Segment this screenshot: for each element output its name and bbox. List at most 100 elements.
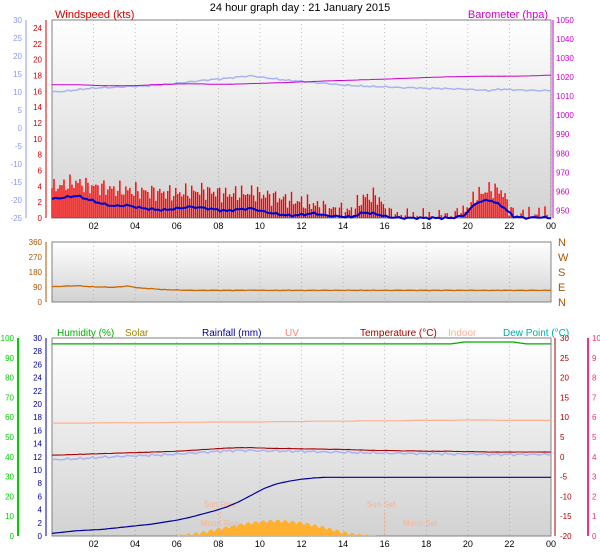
temp-tick-label: 10	[560, 413, 569, 422]
x-tick-label: 04	[130, 221, 140, 231]
outer-left-tick-label: 0	[18, 124, 23, 133]
outer-left-tick-label: 5	[18, 106, 23, 115]
rain-tick-label: 26	[33, 360, 42, 369]
rain-tick-label: 24	[33, 374, 42, 383]
left-tick-label: 16	[33, 87, 42, 96]
uv-tick-label: 8	[592, 374, 597, 383]
left-tick-label: 2	[38, 198, 43, 207]
uv-tick-label: 2	[592, 492, 597, 501]
right-tick-label: 1040	[556, 35, 574, 44]
direction-tick-label: 180	[29, 268, 43, 277]
right-tick-label: 1000	[556, 111, 574, 120]
x-tick-label: 18	[421, 539, 431, 549]
right-tick-label: 990	[556, 130, 570, 139]
right-tick-label: 970	[556, 168, 570, 177]
outer-left-tick-label: -20	[10, 196, 22, 205]
uv-tick-label: 4	[592, 453, 597, 462]
baro-line	[52, 74, 552, 87]
x-tick-label: 12	[296, 539, 306, 549]
left-tick-label: 22	[33, 40, 42, 49]
uv-tick-label: 7	[592, 393, 597, 402]
rain-tick-label: 2	[38, 519, 43, 528]
humidity-tick-label: 80	[5, 374, 14, 383]
outer-left-tick-label: 20	[13, 52, 22, 61]
left-tick-label: 10	[33, 135, 42, 144]
humidity-tick-label: 100	[1, 334, 15, 343]
rain-tick-label: 4	[38, 506, 43, 515]
x-tick-label: 22	[504, 539, 514, 549]
rainfall-label: Rainfall (mm)	[202, 328, 261, 339]
panel-2-background	[51, 241, 552, 303]
outer-left-tick-label: 15	[13, 70, 22, 79]
humidity-tick-label: 40	[5, 453, 14, 462]
direction-tick-label: 270	[29, 253, 43, 262]
uv-tick-label: 10	[592, 334, 600, 343]
temp-tick-label: 15	[560, 393, 569, 402]
page-title: 24 hour graph day : 21 January 2015	[210, 2, 390, 14]
right-tick-label: 1020	[556, 73, 574, 82]
indoor-line	[52, 419, 551, 424]
x-tick-label: 12	[296, 221, 306, 231]
humidity-line	[52, 341, 551, 345]
x-tick-label: 16	[380, 539, 390, 549]
outer-left-tick-label: 25	[13, 34, 22, 43]
outer-left-tick-label: -10	[10, 160, 22, 169]
right-tick-label: 1010	[556, 92, 574, 101]
left-tick-label: 18	[33, 71, 42, 80]
x-tick-label: 06	[172, 221, 182, 231]
x-tick-label: 02	[89, 221, 99, 231]
rain-tick-label: 18	[33, 413, 42, 422]
right-tick-label: 960	[556, 187, 570, 196]
compass-label: W	[558, 252, 569, 264]
x-tick-label: 20	[463, 221, 473, 231]
humidity-tick-label: 50	[5, 433, 14, 442]
uv-label: UV	[285, 328, 299, 339]
humidity-tick-label: 30	[5, 473, 14, 482]
rain-tick-label: 22	[33, 387, 42, 396]
humidity-tick-label: 70	[5, 393, 14, 402]
x-tick-label: 10	[255, 539, 265, 549]
temp-tick-label: 25	[560, 354, 569, 363]
dewpoint-label: Dew Point (°C)	[503, 328, 569, 339]
direction-tick-label: 0	[38, 298, 43, 307]
rain-tick-label: 14	[33, 440, 42, 449]
outer-left-tick-label: -5	[15, 142, 23, 151]
humidity-tick-label: 10	[5, 512, 14, 521]
left-tick-label: 8	[38, 151, 43, 160]
temp-line-upper	[51, 74, 552, 93]
rain-tick-label: 10	[33, 466, 42, 475]
humidity-tick-label: 60	[5, 413, 14, 422]
temp-tick-label: -10	[560, 492, 572, 501]
uv-tick-label: 3	[592, 473, 597, 482]
left-tick-label: 4	[38, 182, 43, 191]
temp-tick-label: 5	[560, 433, 565, 442]
temp-tick-label: -15	[560, 512, 572, 521]
x-tick-label: 16	[380, 221, 390, 231]
compass-label: N	[558, 297, 566, 309]
wind-avg-line	[51, 194, 552, 221]
compass-label: S	[558, 267, 565, 279]
left-tick-label: 24	[33, 24, 42, 33]
outer-left-tick-label: 10	[13, 88, 22, 97]
dewpoint-line	[51, 448, 551, 461]
x-tick-label: 06	[172, 539, 182, 549]
outer-left-tick-label: -25	[10, 214, 22, 223]
x-tick-label: 00	[546, 539, 556, 549]
left-tick-label: 0	[38, 214, 43, 223]
x-tick-label: 08	[213, 539, 223, 549]
humidity-tick-label: 20	[5, 492, 14, 501]
x-tick-label: 14	[338, 221, 348, 231]
rain-tick-label: 30	[33, 334, 42, 343]
humidity-tick-label: 90	[5, 354, 14, 363]
rain-tick-label: 6	[38, 492, 43, 501]
x-tick-label: 10	[255, 221, 265, 231]
compass-label: N	[558, 237, 566, 249]
x-tick-label: 08	[213, 221, 223, 231]
rain-tick-label: 0	[38, 532, 43, 541]
temp-tick-label: 0	[560, 453, 565, 462]
uv-tick-label: 6	[592, 413, 597, 422]
uv-tick-label: 1	[592, 512, 597, 521]
x-tick-label: 22	[504, 221, 514, 231]
right-tick-label: 1050	[556, 16, 574, 25]
